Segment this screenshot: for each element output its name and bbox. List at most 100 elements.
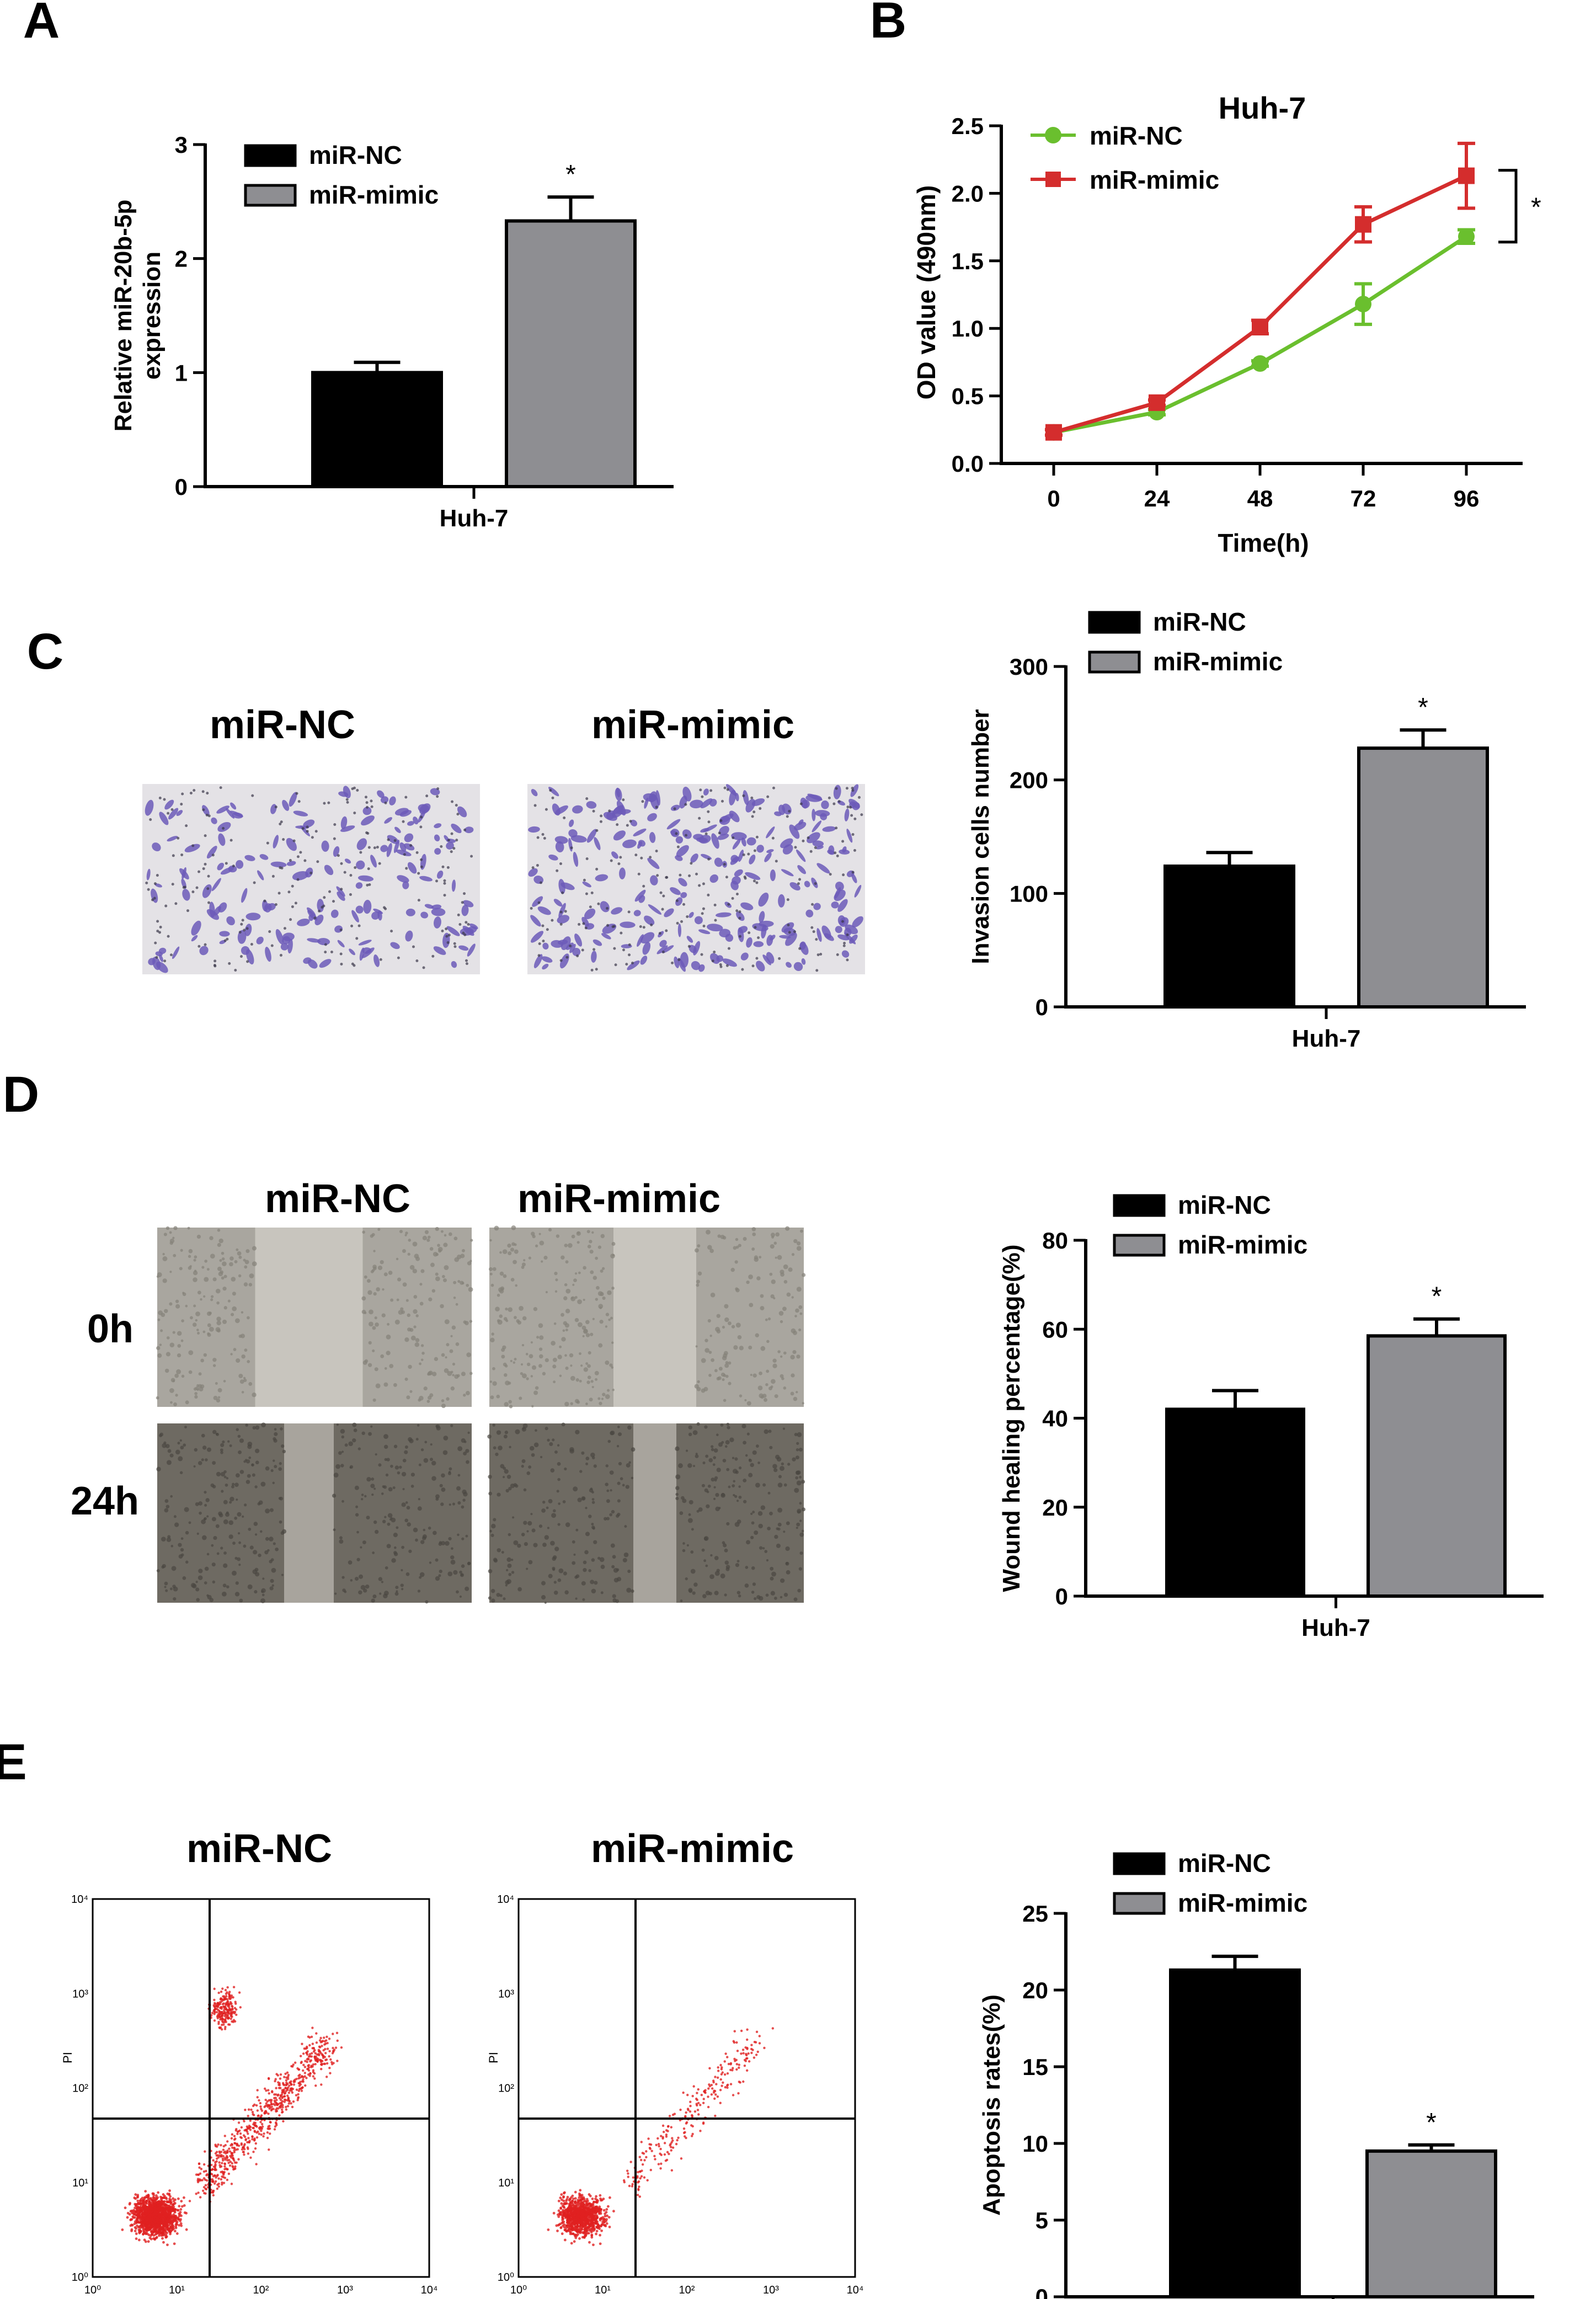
flow-event bbox=[165, 2206, 168, 2209]
cell-texture bbox=[461, 1438, 466, 1443]
cell-texture bbox=[714, 1591, 719, 1596]
cell-texture bbox=[386, 1544, 391, 1549]
invaded-cell bbox=[355, 905, 364, 914]
cell-texture bbox=[750, 1463, 754, 1468]
flow-event bbox=[251, 2111, 254, 2114]
cell-texture bbox=[692, 1591, 696, 1595]
membrane-pore bbox=[339, 952, 343, 956]
flow-event bbox=[146, 2229, 150, 2232]
cell-texture bbox=[425, 1600, 429, 1604]
cell-texture bbox=[749, 1303, 754, 1308]
cell-texture bbox=[696, 1422, 700, 1426]
cell-texture bbox=[504, 1431, 509, 1434]
membrane-pore bbox=[611, 925, 615, 929]
flow-x-tick-label: 10³ bbox=[337, 2284, 353, 2296]
cell-texture bbox=[552, 1555, 557, 1560]
invaded-cell bbox=[340, 825, 355, 832]
cell-texture bbox=[791, 1253, 795, 1256]
cell-texture bbox=[156, 1569, 160, 1572]
cell-texture bbox=[786, 1521, 790, 1525]
flow-event bbox=[251, 2135, 254, 2138]
flow-event bbox=[247, 2152, 250, 2155]
invaded-cell bbox=[691, 961, 701, 970]
flow-event bbox=[223, 2011, 227, 2014]
cell-texture bbox=[375, 1529, 379, 1534]
invaded-cell bbox=[837, 899, 848, 912]
membrane-pore bbox=[786, 815, 789, 818]
cell-texture bbox=[580, 1364, 583, 1367]
cell-texture bbox=[417, 1506, 422, 1511]
cell-texture bbox=[234, 1482, 239, 1487]
cell-texture bbox=[714, 1476, 718, 1480]
flow-event bbox=[134, 2193, 137, 2196]
cell-texture bbox=[717, 1376, 722, 1380]
cell-texture bbox=[443, 1436, 449, 1441]
cell-texture bbox=[796, 1470, 800, 1475]
flow-event bbox=[253, 2103, 256, 2106]
cell-texture bbox=[530, 1341, 533, 1344]
cell-texture bbox=[180, 1445, 184, 1450]
invaded-cell bbox=[640, 932, 655, 944]
cell-texture bbox=[573, 1486, 578, 1492]
cell-texture bbox=[799, 1532, 804, 1537]
flow-event bbox=[267, 2089, 270, 2092]
cell-texture bbox=[180, 1339, 184, 1342]
cell-texture bbox=[618, 1432, 622, 1437]
membrane-pore bbox=[617, 862, 621, 866]
y-tick-label-d: 0 bbox=[1055, 1583, 1068, 1609]
cell-texture bbox=[183, 1443, 186, 1447]
cell-texture bbox=[193, 1304, 196, 1308]
cell-texture bbox=[542, 1543, 547, 1547]
flow-event bbox=[247, 2147, 249, 2151]
flow-event bbox=[223, 2135, 226, 2137]
cell-texture bbox=[770, 1566, 774, 1571]
cell-texture bbox=[777, 1507, 783, 1513]
flow-event bbox=[171, 2207, 174, 2211]
legend-swatch-c-mimic bbox=[1088, 650, 1141, 674]
invaded-cell bbox=[828, 845, 835, 855]
invaded-cell bbox=[700, 798, 713, 809]
cell-texture bbox=[609, 1363, 613, 1367]
cell-texture bbox=[198, 1569, 203, 1573]
membrane-pore bbox=[752, 879, 756, 883]
flow-event bbox=[293, 2061, 297, 2064]
membrane-pore bbox=[616, 823, 619, 826]
cell-texture bbox=[406, 1506, 410, 1510]
invaded-cell bbox=[793, 962, 803, 972]
flow-event bbox=[329, 2058, 332, 2061]
cell-texture bbox=[462, 1489, 467, 1495]
membrane-pore bbox=[701, 912, 704, 915]
cell-texture bbox=[795, 1476, 799, 1480]
cell-texture bbox=[583, 1266, 586, 1270]
cell-texture bbox=[355, 1513, 359, 1517]
flow-event bbox=[145, 2202, 148, 2205]
membrane-pore bbox=[279, 953, 282, 957]
y-tick-label-d: 20 bbox=[1042, 1495, 1068, 1521]
cell-texture bbox=[441, 1473, 445, 1478]
cell-texture bbox=[223, 1500, 228, 1505]
cell-texture bbox=[583, 1560, 587, 1565]
cell-texture bbox=[714, 1369, 718, 1373]
cell-texture bbox=[216, 1398, 221, 1403]
cell-texture bbox=[386, 1351, 391, 1356]
cell-texture bbox=[578, 1271, 581, 1274]
membrane-pore bbox=[541, 924, 545, 927]
flow-event bbox=[260, 2122, 264, 2126]
cell-texture bbox=[716, 1468, 721, 1473]
membrane-pore bbox=[205, 813, 209, 817]
flow-event bbox=[222, 2145, 225, 2148]
cell-texture bbox=[724, 1304, 729, 1309]
cell-texture bbox=[380, 1354, 385, 1358]
cell-texture bbox=[190, 1582, 196, 1588]
cell-texture bbox=[707, 1484, 711, 1488]
cell-texture bbox=[744, 1399, 747, 1401]
cell-texture bbox=[418, 1463, 421, 1466]
membrane-pore bbox=[359, 851, 362, 854]
cell-texture bbox=[513, 1260, 517, 1265]
cell-texture bbox=[377, 1228, 381, 1231]
flow-event bbox=[156, 2229, 159, 2233]
cell-texture bbox=[254, 1590, 258, 1594]
cell-texture bbox=[454, 1257, 460, 1262]
cell-texture bbox=[193, 1465, 196, 1468]
membrane-pore bbox=[772, 786, 775, 790]
